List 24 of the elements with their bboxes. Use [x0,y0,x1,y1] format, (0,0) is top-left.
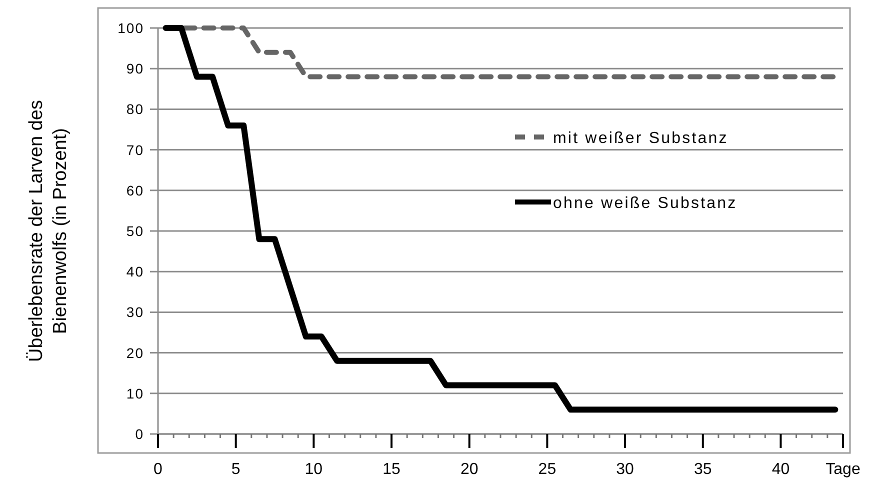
y-tick-label: 0 [135,426,144,442]
legend-label: mit weißer Substanz [553,130,728,147]
x-tick-label: 10 [304,461,323,478]
y-tick-label: 20 [126,344,144,361]
y-tick-label: 30 [126,304,144,320]
y-tick-label: 10 [126,385,144,402]
y-tick-label: 60 [126,182,144,198]
y-axis-title: Überlebensrate der Larven des Bienenwolfs (in Prozent) [26,100,71,362]
legend-label: ohne weiße Substanz [553,195,738,212]
x-tick-label: 20 [460,461,478,478]
x-tick-label: 30 [616,461,634,478]
y-tick-label: 80 [126,101,144,118]
x-tick-label: 5 [231,461,240,478]
x-tick-label: 40 [772,461,790,478]
y-tick-label: 40 [126,264,144,280]
x-tick-label: 15 [382,461,401,478]
x-tick-label: 35 [694,461,712,478]
y-tick-label: 100 [118,20,144,36]
x-tick-label: 25 [538,461,556,478]
y-tick-label: 50 [126,223,144,239]
x-tick-label: Tage [826,461,860,478]
x-tick-label: 0 [154,461,163,478]
y-tick-label: 70 [126,142,144,158]
y-tick-label: 90 [126,60,144,77]
